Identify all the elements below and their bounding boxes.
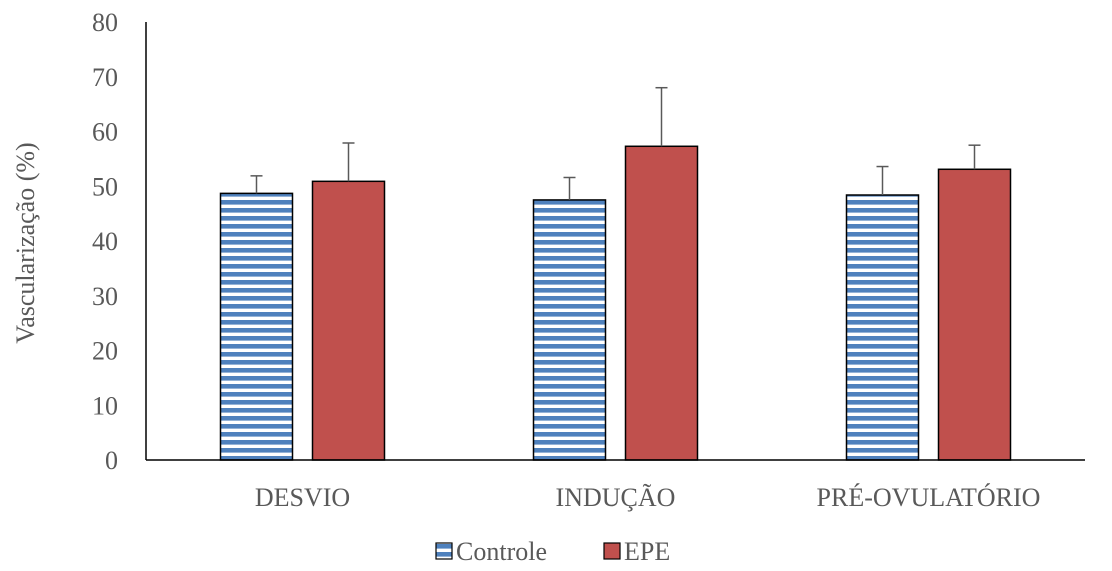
bar-epe-3 bbox=[937, 168, 1012, 461]
y-tick-label: 40 bbox=[92, 227, 118, 256]
y-tick-label: 80 bbox=[92, 8, 118, 37]
x-tick-label: PRÉ-OVULATÓRIO bbox=[817, 483, 1041, 512]
legend-swatch-epe bbox=[603, 542, 621, 560]
y-tick-label: 0 bbox=[105, 446, 118, 475]
bar-controle-2 bbox=[532, 199, 607, 461]
x-tick-label: INDUÇÃO bbox=[556, 483, 676, 512]
bar-controle-3 bbox=[845, 194, 920, 461]
x-tick-label: DESVIO bbox=[255, 483, 350, 512]
bars bbox=[219, 145, 1012, 461]
legend-label-epe: EPE bbox=[624, 537, 670, 566]
y-tick-label: 70 bbox=[92, 63, 118, 92]
y-tick-label: 60 bbox=[92, 118, 118, 147]
legend-swatch-controle bbox=[435, 542, 453, 560]
bar-controle-1 bbox=[219, 192, 294, 461]
x-axis-categories: DESVIO INDUÇÃO PRÉ-OVULATÓRIO bbox=[255, 483, 1041, 512]
y-tick-label: 50 bbox=[92, 172, 118, 201]
y-tick-label: 20 bbox=[92, 337, 118, 366]
bar-epe-2 bbox=[624, 145, 699, 461]
error-bars bbox=[250, 86, 981, 200]
legend: Controle EPE bbox=[435, 537, 670, 566]
axes bbox=[145, 22, 1085, 461]
y-axis-title: Vascularização (%) bbox=[11, 142, 40, 343]
bar-epe-1 bbox=[311, 180, 386, 461]
y-axis-ticks: 0 10 20 30 40 50 60 70 80 bbox=[92, 8, 118, 475]
legend-label-controle: Controle bbox=[456, 537, 547, 566]
y-tick-label: 10 bbox=[92, 391, 118, 420]
y-tick-label: 30 bbox=[92, 282, 118, 311]
